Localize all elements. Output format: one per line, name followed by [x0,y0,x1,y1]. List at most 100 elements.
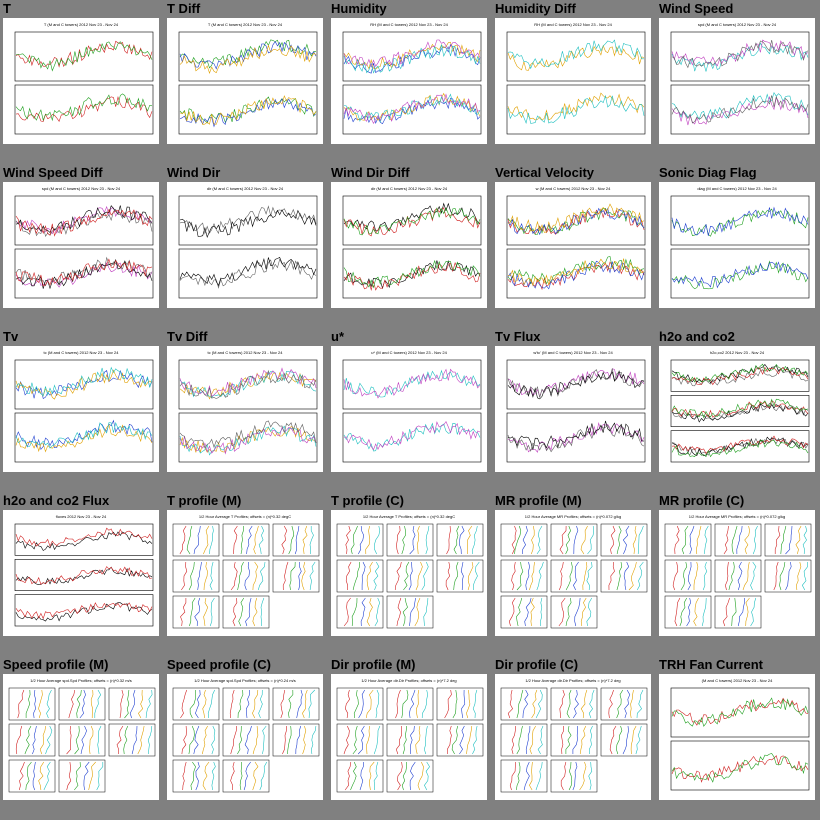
profile-line [88,761,96,791]
profile-panel [172,723,220,757]
profile-line [453,525,460,555]
profile-line [252,597,258,627]
profile-panel [500,759,548,793]
profile-line [229,689,235,719]
plot-thumbnail-image: RH (M and C towers) 2012 Nov 23 - Nov 24 [495,18,651,144]
profile-line [608,689,614,719]
plot-thumbnail-link[interactable]: tc (M and C towers) 2012 Nov 23 - Nov 24 [3,346,159,472]
thumbnail-label: Wind Dir [167,165,221,180]
plot-thumbnail-link[interactable]: 1/2 Hour Average MR Profiles; offsets = … [659,510,815,636]
plot-thumbnail-link[interactable]: w (M and C towers) 2012 Nov 23 - Nov 24 [495,182,651,308]
profile-line [402,597,408,627]
profile-line [415,725,421,755]
plot-thumbnail-link[interactable]: (M and C towers) 2012 Nov 23 - Nov 24 [659,674,815,800]
plot-thumbnail-link[interactable]: diag (M and C towers) 2012 Nov 23 - Nov … [659,182,815,308]
plot-thumbnail-link[interactable]: dir (M and C towers) 2012 Nov 23 - Nov 2… [167,182,323,308]
profile-line [744,525,750,555]
profile-line [288,525,295,555]
profile-panel [222,759,270,793]
profile-line [207,689,215,719]
plot-panel [670,31,810,82]
plot-thumbnail-link[interactable]: T (M and C towers) 2012 Nov 23 - Nov 24 [3,18,159,144]
profile-line [636,561,644,591]
profile-line [417,761,424,791]
profile-line [19,761,25,791]
thumbnail-cell: Wind Dir Diff dir (M and C towers) 2012 N… [328,164,492,328]
plot-thumbnail-link[interactable]: spd (M and C towers) 2012 Nov 23 - Nov 2… [3,182,159,308]
plot-caption: tc (M and C towers) 2012 Nov 23 - Nov 24 [44,350,120,355]
series-line [343,44,481,74]
profile-line [780,525,787,555]
plot-thumbnail-image: 1/2 Hour Average MR Profiles; offsets = … [495,510,651,636]
profile-line [374,525,381,555]
series-line [15,566,153,586]
profile-line [516,761,521,791]
profile-panel [550,687,598,721]
profile-line [38,761,45,791]
profile-line [361,561,366,590]
plot-thumbnail-link[interactable]: 1/2 Hour Average spd.Spd Profiles; offse… [3,674,159,800]
plot-thumbnail-link[interactable]: 1/2 Hour Average spd.Spd Profiles; offse… [167,674,323,800]
plot-thumbnail-link[interactable]: 1/2 Hour Average dir.Dir Profiles; offse… [331,674,487,800]
thumbnail-cell: h2o and co2 h2o,co2 2012 Nov 23 - Nov 24 [656,328,820,492]
plot-caption: spd (M and C towers) 2012 Nov 23 - Nov 2… [42,186,121,191]
plot-thumbnail-link[interactable]: RH (M and C towers) 2012 Nov 23 - Nov 24 [331,18,487,144]
profile-line [352,725,358,755]
plot-thumbnail-link[interactable]: fluxes 2012 Nov 23 - Nov 24 [3,510,159,636]
profile-line [529,561,535,591]
thumbnail-label: Wind Speed Diff [3,165,103,180]
profile-panel [664,595,712,629]
profile-line [353,689,359,719]
profile-line [137,725,145,755]
profile-line [728,561,735,591]
plot-caption: 1/2 Hour Average dir.Dir Profiles; offse… [525,678,620,683]
profile-line [289,561,296,591]
profile-line [565,597,572,627]
plot-panel [178,248,318,299]
thumbnail-label: Humidity [331,1,387,16]
plot-thumbnail-link[interactable]: 1/2 Hour Average T Profiles; offsets = (… [331,510,487,636]
plot-thumbnail-link[interactable]: spd (M and C towers) 2012 Nov 23 - Nov 2… [659,18,815,144]
series-line [671,753,809,783]
profile-line [211,725,216,755]
profile-panel [600,559,648,593]
plot-thumbnail-link[interactable]: 1/2 Hour Average MR Profiles; offsets = … [495,510,651,636]
profile-panel [714,595,762,629]
plot-thumbnail-link[interactable]: tc (M and C towers) 2012 Nov 23 - Nov 24 [167,346,323,472]
plot-thumbnail-link[interactable]: RH (M and C towers) 2012 Nov 23 - Nov 24 [495,18,651,144]
profile-line [559,561,564,591]
profile-line [119,689,124,719]
profile-line [531,689,538,719]
thumbnail-cell: Vertical Velocity w (M and C towers) 2012… [492,164,656,328]
profile-line [281,525,288,555]
plot-panel [670,84,810,135]
plot-thumbnail-link[interactable]: T (M and C towers) 2012 Nov 23 - Nov 24 [167,18,323,144]
profile-line [409,597,416,627]
profile-line [466,725,473,755]
plot-thumbnail-link[interactable]: dir (M and C towers) 2012 Nov 23 - Nov 2… [331,182,487,308]
profile-panel [436,559,484,593]
plot-thumbnail-link[interactable]: h2o,co2 2012 Nov 23 - Nov 24 [659,346,815,472]
profile-line [444,689,452,719]
series-line [343,262,481,291]
thumbnail-label: h2o and co2 [659,329,735,344]
profile-line [350,761,357,791]
plot-thumbnail-link[interactable]: w'tc' (M and C towers) 2012 Nov 23 - Nov… [495,346,651,472]
series-line [507,44,645,71]
plot-thumbnail-link[interactable]: 1/2 Hour Average T Profiles; offsets = (… [167,510,323,636]
plot-caption: dir (M and C towers) 2012 Nov 23 - Nov 2… [207,186,284,191]
plot-thumbnail-link[interactable]: 1/2 Hour Average dir.Dir Profiles; offse… [495,674,651,800]
profile-line [365,689,374,719]
profile-line [351,597,358,627]
profile-line [253,525,259,555]
plot-thumbnail-link[interactable]: u* (M and C towers) 2012 Nov 23 - Nov 24 [331,346,487,472]
profile-line [244,725,252,755]
profile-panel [600,523,648,557]
profile-line [17,689,25,719]
profile-line [237,561,244,591]
thumbnail-cell: MR profile (C) 1/2 Hour Average MR Profil… [656,492,820,656]
profile-panel [386,523,434,557]
thumbnail-cell: T Diff T (M and C towers) 2012 Nov 23 - N… [164,0,328,164]
profile-panel [550,723,598,757]
